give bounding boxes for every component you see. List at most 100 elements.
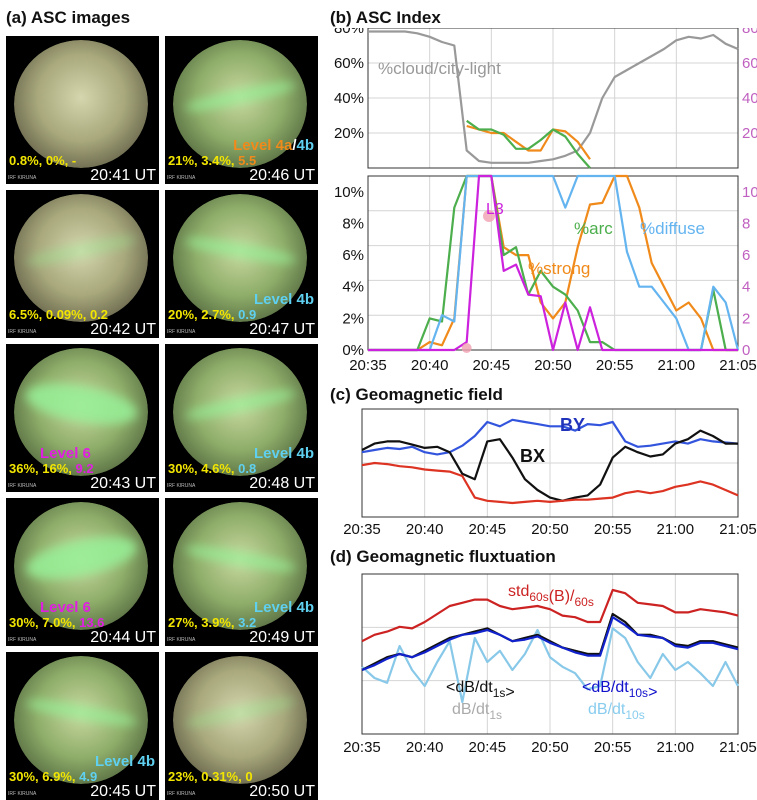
image-time: 20:45 UT [90,783,156,800]
sky-image [173,194,307,322]
image-time: 20:42 UT [90,321,156,338]
image-stats: 23%, 0.31%, 0 [168,769,253,784]
y-tick-label: 2% [342,310,364,327]
y-tick-label: 0% [342,342,364,359]
x-tick-label: 21:05 [719,357,757,374]
asc-image-3: Level 6 30%, 7.0%, 13.6 IRF KIRUNA 20:44 UT [6,498,159,646]
image-time: 20:44 UT [90,629,156,646]
x-tick-label: 20:40 [406,739,444,756]
cloud-panel-frame [367,28,739,169]
image-stats: 27%, 3.9%, 3.2 [168,615,257,630]
asc-index-chart: 20% 40% 60% 80% 20 40 60 80 0% 2% 4% 6% 8% 10% 0 2 4 6 8 10… [334,28,757,374]
image-time: 20:49 UT [249,629,315,646]
annotation-by: BY [560,415,585,435]
x-tick-label: 21:00 [657,739,695,756]
station-label: IRF KIRUNA [167,483,196,489]
y-tick-label-right: 40 [742,90,757,107]
station-label: IRF KIRUNA [8,175,37,181]
panel-b-title: (b) ASC Index [330,8,441,27]
l3-marker [483,210,495,222]
image-stats: 21%, 3.4%, 5.5 [168,153,257,168]
sky-image [14,194,148,322]
level-label: Level 6 [40,599,91,616]
geomagnetic-field-chart: BY BX 20:35 20:40 20:45 20:50 20:55 21:00 21:05 [343,408,757,538]
series-line-c-0 [361,418,739,456]
image-stats: 30%, 7.0%, 13.6 [9,615,105,630]
annotation-dbdt1: dB/dt1s [452,701,502,722]
image-time: 20:46 UT [249,167,315,184]
sky-image [14,502,148,630]
series-line-b-top-1 [466,124,591,160]
series-line-c-1 [361,429,738,502]
image-time: 20:47 UT [249,321,315,338]
station-label: IRF KIRUNA [167,175,196,181]
level-label: Level 4b [253,599,314,616]
x-tick-label: 20:55 [594,521,632,538]
geomagnetic-fluctuation-chart: std60s(B)/60s <dB/dt1s>dB/dt1s <dB/dt10s>d… [343,573,757,756]
series-line-b-bot-3 [368,174,738,352]
sky-image [173,40,307,168]
station-label: IRF KIRUNA [8,791,37,797]
station-label: IRF KIRUNA [8,329,37,335]
image-stats: 30%, 4.6%, 0.8 [168,461,257,476]
image-stats: 20%, 2.7%, 0.9 [168,307,257,322]
station-label: IRF KIRUNA [167,791,196,797]
image-time: 20:48 UT [249,475,315,492]
level-label: Level 6 [40,445,91,462]
l3-marker [461,343,472,353]
asc-image-5: Level 4a/4b 21%, 3.4%, 5.5 IRF KIRUNA 20:46… [165,36,318,184]
y-tick-label-right: 4 [742,279,750,296]
annotation-std: std60s(B)/60s [508,583,594,609]
level-label: Level 4b [253,291,314,308]
x-tick-label: 20:50 [531,521,569,538]
series-line-d-2 [361,612,739,671]
station-label: IRF KIRUNA [167,637,196,643]
y-tick-label-right: 20 [742,125,757,142]
x-tick-label: 20:35 [343,521,381,538]
y-tick-label: 6% [342,247,364,264]
asc-image-0: 0.8%, 0%, - IRF KIRUNA 20:41 UT [6,36,159,184]
image-stats: 6.5%, 0.09%, 0.2 [9,307,109,322]
x-tick-label: 20:45 [469,739,507,756]
x-tick-label: 21:05 [719,739,757,756]
sky-image [14,348,148,476]
annotation-cloud: %cloud/city-light [378,59,501,78]
y-tick-label: 10% [334,184,364,201]
y-tick-label-right: 2 [742,310,750,327]
y-tick-label-right: 60 [742,55,757,72]
annotation-dbdt10: dB/dt10s [588,701,645,722]
y-tick-label: 4% [342,279,364,296]
x-tick-label: 20:40 [406,521,444,538]
asc-image-grid: 0.8%, 0%, - IRF KIRUNA 20:41 UT 6.5%, 0.09%… [6,36,318,800]
x-tick-label: 20:45 [469,521,507,538]
y-tick-label: 8% [342,215,364,232]
station-label: IRF KIRUNA [8,637,37,643]
x-tick-label: 20:55 [594,739,632,756]
image-time: 20:43 UT [90,475,156,492]
asc-image-4: Level 4b 30%, 6.9%, 4.9 IRF KIRUNA 20:45 UT [6,652,159,800]
sky-image [14,40,148,168]
y-tick-label: 20% [334,125,364,142]
fluct-panel-frame [361,573,739,735]
series-line-b-bot-0 [368,174,738,352]
y-tick-label-right: 6 [742,247,750,264]
panel-d-title: (d) Geomagnetic fluxtuation [330,547,556,566]
annotation-diffuse: %diffuse [640,219,705,238]
series-line-d-0 [361,627,739,704]
x-tick-label: 20:40 [411,357,449,374]
x-tick-label: 21:05 [719,521,757,538]
image-time: 20:50 UT [249,783,315,800]
annotation-l3: L3 [486,201,504,218]
image-stats: 0.8%, 0%, - [9,153,77,168]
asc-image-2: Level 6 36%, 16%, 9.2 IRF KIRUNA 20:43 UT [6,344,159,492]
level-label: Level 4b [253,445,314,462]
panel-a-title: (a) ASC images [6,8,131,27]
sky-image [173,656,307,784]
station-label: IRF KIRUNA [8,483,37,489]
series-line-d-3 [361,616,739,672]
y-tick-label: 80% [334,28,364,37]
sky-image [173,348,307,476]
series-line-d-4 [361,588,739,643]
y-tick-label: 40% [334,90,364,107]
y-tick-label: 60% [334,55,364,72]
